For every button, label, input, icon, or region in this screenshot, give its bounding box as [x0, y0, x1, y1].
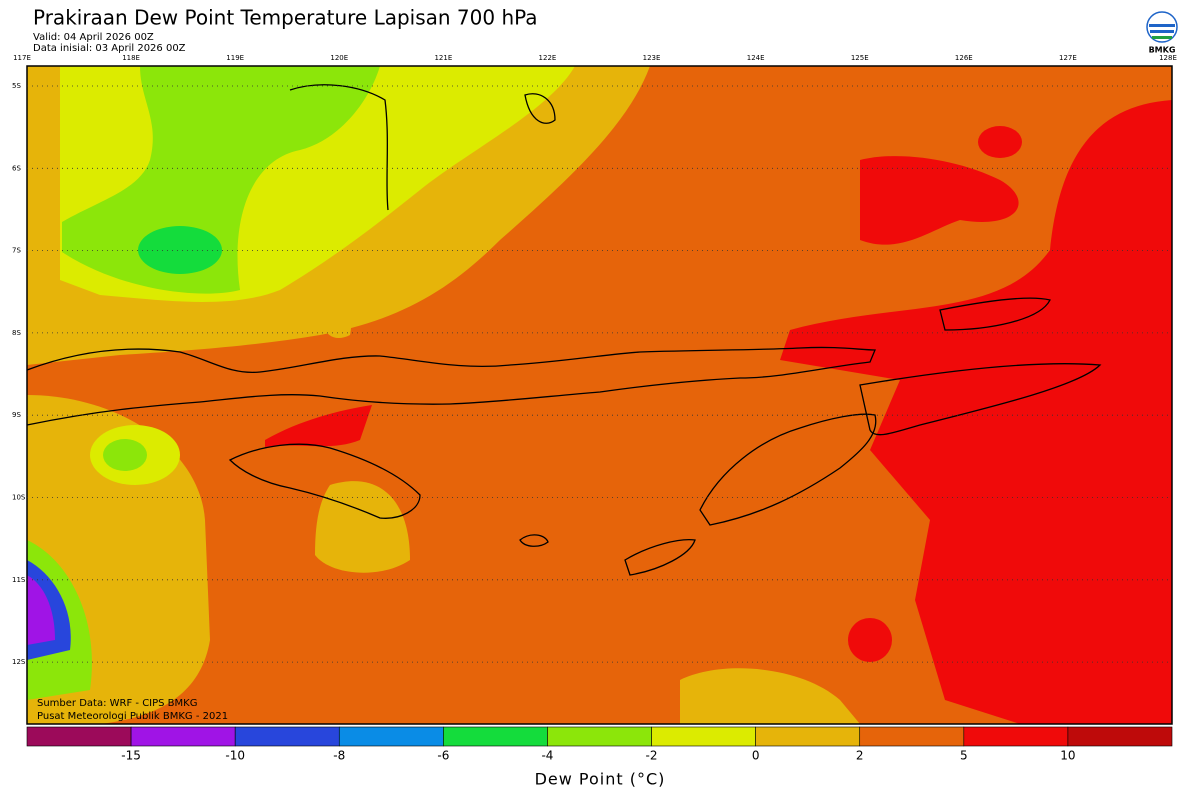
- map-frame: [26, 65, 1173, 725]
- lon-label: 120E: [330, 54, 348, 62]
- lat-label: 5S: [12, 82, 21, 90]
- field-blob: [315, 481, 410, 573]
- lon-label: 124E: [747, 54, 765, 62]
- colorbar-segment: [1067, 726, 1173, 747]
- colorbar-label: 5: [960, 749, 968, 763]
- colorbar-label: 2: [856, 749, 864, 763]
- credit-note: Pusat Meteorologi Publik BMKG - 2021: [37, 711, 228, 722]
- map-field: [27, 66, 1172, 724]
- colorbar-label: -2: [646, 749, 658, 763]
- valid-time: Valid: 04 April 2026 00Z: [33, 32, 154, 43]
- lat-label: 6S: [12, 164, 21, 172]
- colorbar-segment: [338, 726, 444, 747]
- field-hot-zone: [780, 100, 1172, 724]
- colorbar-label: 0: [752, 749, 760, 763]
- colorbar-title: Dew Point (°C): [535, 770, 666, 789]
- lon-label: 128E: [1159, 54, 1177, 62]
- colorbar-segment: [130, 726, 236, 747]
- colorbar-segment: [547, 726, 652, 747]
- lat-labels: 5S 6S 7S 8S 9S 10S 11S 12S: [12, 82, 1172, 666]
- field-blob: [319, 289, 352, 338]
- field-moist-zone: [62, 66, 380, 294]
- logo-text: BMKG: [1149, 46, 1176, 55]
- colorbar-label: -6: [437, 749, 449, 763]
- logo-stripe: [1150, 30, 1174, 33]
- lat-label: 12S: [12, 658, 26, 666]
- field-blob: [27, 575, 55, 645]
- lon-label: 123E: [643, 54, 661, 62]
- lat-label: 8S: [12, 329, 21, 337]
- field-blob: [138, 226, 222, 274]
- field-blob: [848, 618, 892, 662]
- lon-labels: 117E 118E 119E 120E 121E 122E 123E 124E 125E 126E…: [13, 54, 1177, 724]
- initial-time: Data inisial: 03 April 2026 00Z: [33, 43, 186, 54]
- coastline: [289, 84, 389, 211]
- colorbar-segment: [26, 726, 132, 747]
- lon-label: 127E: [1059, 54, 1077, 62]
- coastline: [859, 363, 1102, 436]
- field-blob: [265, 405, 372, 447]
- colorbar-segment: [859, 726, 965, 747]
- field-blob: [978, 126, 1022, 158]
- coastline: [699, 413, 877, 526]
- field-hot-zone: [860, 156, 1019, 245]
- colorbar: -15 -10 -8 -6 -4 -2 0 2 5 10: [26, 726, 1173, 763]
- field-blob: [103, 439, 147, 471]
- field-blob: [680, 668, 860, 724]
- lon-label: 126E: [955, 54, 973, 62]
- lon-label: 117E: [13, 54, 31, 62]
- colorbar-segment: [651, 726, 756, 747]
- colorbar-segment: [234, 726, 340, 747]
- lat-label: 7S: [12, 247, 21, 255]
- colorbar-label: -4: [541, 749, 553, 763]
- lon-label: 125E: [851, 54, 869, 62]
- lat-label: 9S: [12, 411, 21, 419]
- lon-label: 118E: [122, 54, 140, 62]
- coastline: [519, 93, 696, 576]
- source-note: Sumber Data: WRF - CIPS BMKG: [37, 698, 197, 709]
- lon-label: 119E: [226, 54, 244, 62]
- coastline: [26, 346, 876, 426]
- title: Prakiraan Dew Point Temperature Lapisan …: [33, 6, 538, 30]
- colorbar-segment: [755, 726, 861, 747]
- colorbar-label: 10: [1060, 749, 1075, 763]
- logo: BMKG: [1146, 11, 1178, 55]
- lon-label: 122E: [539, 54, 557, 62]
- logo-stripe: [1152, 36, 1172, 39]
- colorbar-segment: [963, 726, 1069, 747]
- colorbar-label: -8: [333, 749, 345, 763]
- lon-label: 121E: [434, 54, 452, 62]
- coastline: [228, 443, 421, 519]
- colorbar-label: -15: [121, 749, 141, 763]
- colorbar-label: -10: [225, 749, 245, 763]
- lat-label: 10S: [12, 494, 26, 502]
- coastlines: [26, 84, 1102, 576]
- lat-label: 11S: [12, 576, 26, 584]
- logo-stripe: [1149, 24, 1175, 27]
- colorbar-segment: [443, 726, 548, 747]
- coastline: [939, 297, 1051, 331]
